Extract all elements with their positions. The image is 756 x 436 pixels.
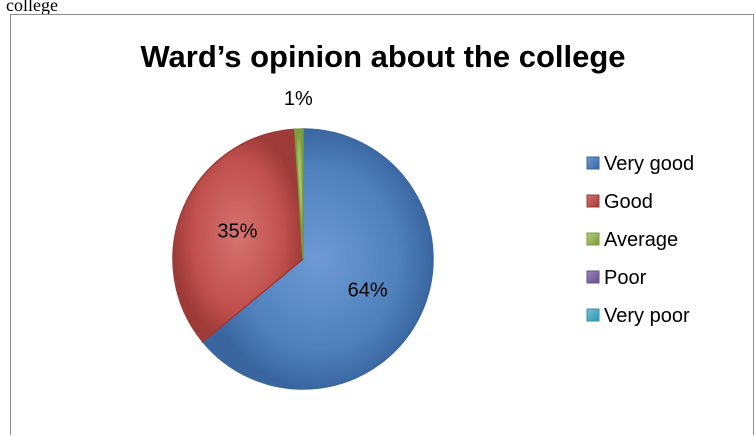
legend-item-average: Average	[586, 229, 678, 251]
data-label-very-good: 64%	[348, 279, 388, 301]
pie-data-labels: 64% 35% 1%	[217, 88, 388, 301]
pie-chart: Ward’s opinion about the college 64% 35% 1…	[140, 39, 694, 390]
legend-label-average: Average	[604, 229, 678, 251]
legend-label-good: Good	[604, 191, 653, 213]
legend-swatch-average	[586, 232, 600, 246]
pie-slices	[172, 128, 434, 390]
legend-swatch-poor	[586, 270, 600, 284]
legend-label-very-poor: Very poor	[604, 305, 690, 327]
data-label-good: 35%	[217, 221, 257, 243]
chart-title: Ward’s opinion about the college	[140, 39, 625, 74]
pie-slice-good	[172, 128, 304, 343]
legend-swatch-very-good	[586, 156, 600, 170]
legend-item-very-good: Very good	[586, 153, 694, 175]
legend-swatch-good	[586, 194, 600, 208]
chart-frame: Ward’s opinion about the college 64% 35% 1…	[10, 14, 754, 435]
pie-slice-average	[294, 128, 304, 260]
legend-item-poor: Poor	[586, 267, 647, 289]
legend-label-very-good: Very good	[604, 153, 694, 175]
legend-label-poor: Poor	[604, 267, 647, 289]
legend-swatch-very-poor	[586, 308, 600, 322]
legend-item-good: Good	[586, 191, 653, 213]
data-label-average: 1%	[284, 88, 313, 110]
legend: Very good Good Average Poor Very poor	[586, 153, 694, 327]
pie-slice-very-good	[201, 128, 434, 390]
legend-item-very-poor: Very poor	[586, 305, 690, 327]
caption-fragment: college	[6, 0, 58, 15]
